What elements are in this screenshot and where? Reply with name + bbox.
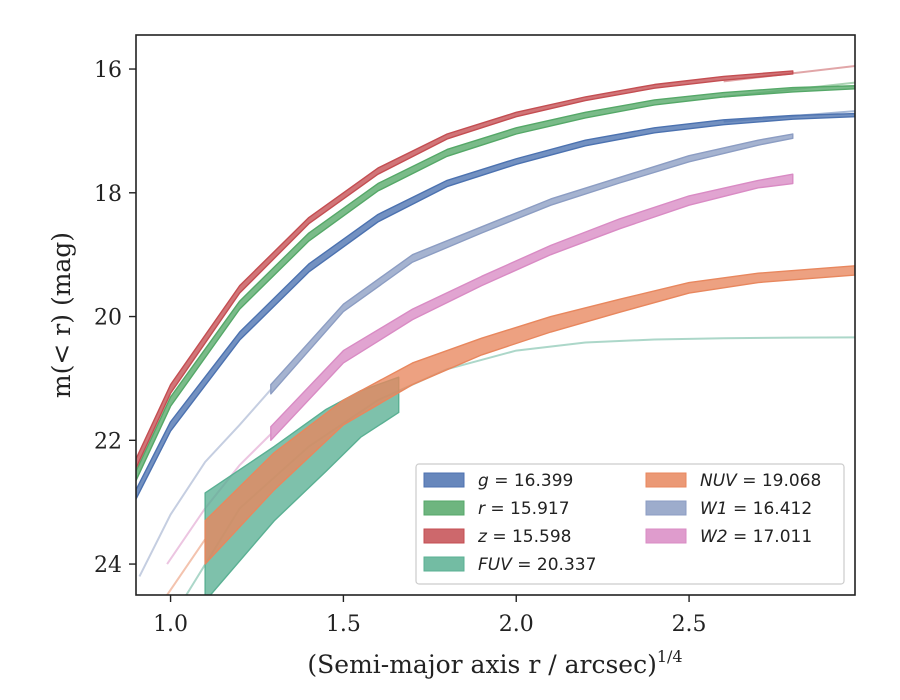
legend-label-0: g = 16.399: [478, 471, 573, 491]
legend-label-6: W2 = 17.011: [700, 527, 812, 547]
series-band-4: [204, 265, 855, 565]
y-tick-label: 24: [94, 553, 122, 578]
series-band-3: [204, 376, 400, 595]
series-model-line-4: [166, 538, 206, 595]
legend-swatch-5: [645, 500, 687, 516]
plot-frame: [135, 34, 856, 596]
ticks-layer: 1.0 1.5 2.0 2.5 16 18 20 22 24: [94, 58, 707, 637]
x-axis-label-main: (Semi-major axis r / arcsec): [307, 650, 656, 679]
legend-label-4: NUV = 19.068: [700, 471, 821, 491]
legend-swatch-2: [423, 528, 465, 544]
legend-swatch-0: [423, 472, 465, 488]
x-axis-label: (Semi-major axis r / arcsec)1/4: [307, 647, 682, 679]
legend-swatch-6: [645, 528, 687, 544]
y-tick-label: 16: [94, 58, 122, 83]
y-tick-label: 20: [94, 306, 122, 331]
series-model-line-5: [138, 388, 272, 577]
y-tick-label: 22: [94, 429, 122, 454]
legend-entries: g = 16.399 r = 15.917 z = 15.598 FUV = 20.3…: [423, 471, 821, 575]
y-tick-label: 18: [94, 182, 122, 207]
y-axis-label: m(< r) (mag): [47, 232, 76, 398]
series-band-1: [136, 85, 855, 482]
x-axis-label-superscript: 1/4: [657, 647, 683, 666]
legend-swatch-4: [645, 472, 687, 488]
legend-swatch-3: [423, 556, 465, 572]
legend-label-2: z = 15.598: [477, 527, 571, 547]
series-band-2: [136, 70, 794, 469]
x-tick-label: 1.5: [326, 612, 361, 637]
legend-label-3: FUV = 20.337: [478, 555, 596, 575]
series-layer: [136, 64, 855, 595]
series-band-6: [270, 173, 794, 442]
series-band-0: [136, 112, 855, 500]
x-tick-label: 2.0: [499, 612, 534, 637]
x-tick-label: 1.0: [153, 612, 188, 637]
legend-box: [415, 463, 845, 585]
legend-label-5: W1 = 16.412: [700, 499, 812, 519]
legend-swatch-1: [423, 500, 465, 516]
x-tick-label: 2.5: [672, 612, 707, 637]
series-band-5: [270, 133, 794, 395]
legend-label-1: r = 15.917: [478, 499, 570, 519]
legend: g = 16.399 r = 15.917 z = 15.598 FUV = 20.3…: [415, 463, 845, 585]
